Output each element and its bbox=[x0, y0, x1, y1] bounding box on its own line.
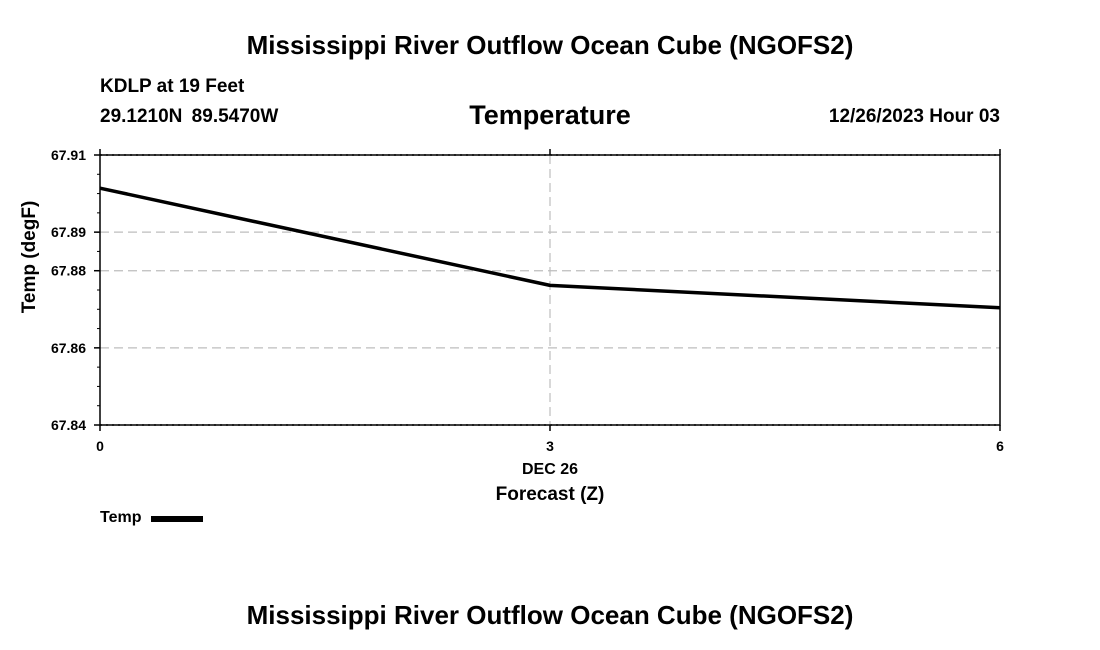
chart-main-title: Mississippi River Outflow Ocean Cube (NG… bbox=[246, 30, 854, 60]
grid-lines bbox=[100, 154, 1000, 426]
y-tick-label: 67.88 bbox=[51, 263, 86, 279]
y-tick-label: 67.91 bbox=[51, 147, 86, 163]
station-coordinates: 29.1210N 89.5470W bbox=[100, 106, 279, 127]
x-tick-label: 6 bbox=[996, 438, 1004, 454]
station-name: KDLP at 19 Feet bbox=[100, 76, 245, 97]
chart-title: Temperature bbox=[469, 100, 631, 130]
axis-labels: 67.84 67.86 67.88 67.89 67.91 0 3 6 bbox=[51, 147, 1004, 454]
forecast-datetime: 12/26/2023 Hour 03 bbox=[828, 106, 1000, 127]
x-tick-label: 0 bbox=[96, 438, 104, 454]
legend: Temp bbox=[100, 509, 204, 527]
x-tick-label: 3 bbox=[546, 438, 554, 454]
y-tick-label: 67.89 bbox=[51, 224, 86, 240]
footer-title: Mississippi River Outflow Ocean Cube (NG… bbox=[246, 600, 854, 630]
series-layer bbox=[99, 186, 1001, 310]
x-axis-title: Forecast (Z) bbox=[496, 484, 605, 505]
axis-ticks bbox=[94, 149, 1001, 431]
legend-label: Temp bbox=[100, 509, 142, 526]
legend-swatch bbox=[151, 516, 204, 522]
y-tick-label: 67.84 bbox=[51, 417, 86, 433]
y-axis-title: Temp (degF) bbox=[19, 201, 40, 314]
x-date-label: DEC 26 bbox=[522, 461, 578, 478]
y-tick-label: 67.86 bbox=[51, 340, 86, 356]
